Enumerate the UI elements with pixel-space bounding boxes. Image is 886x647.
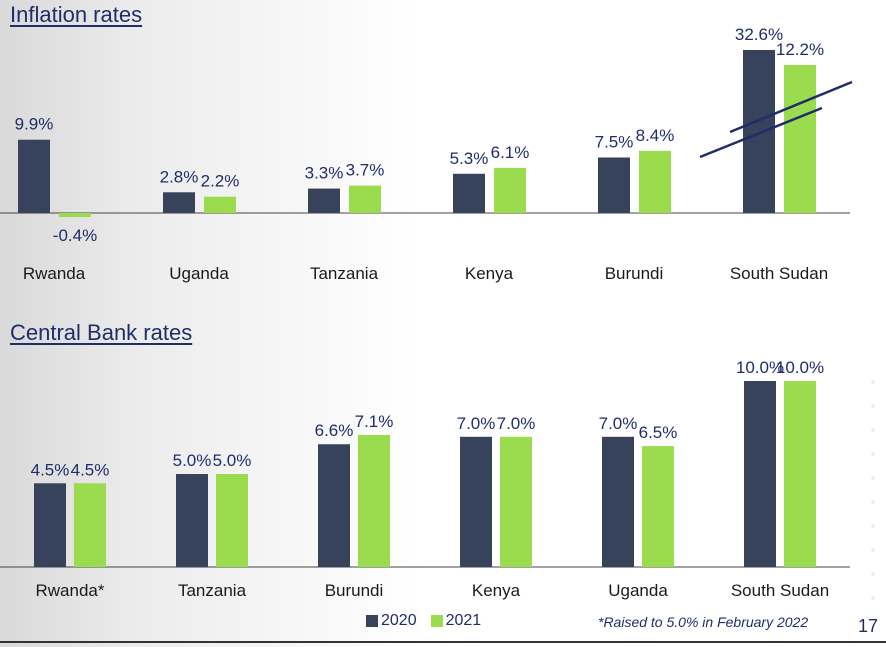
inflation-value-south-sudan-2021: 12.2% bbox=[776, 40, 824, 59]
inflation-value-kenya-2020: 5.3% bbox=[450, 149, 489, 168]
central-bank-category-burundi: Burundi bbox=[325, 581, 384, 600]
inflation-value-burundi-2020: 7.5% bbox=[595, 133, 634, 152]
axis-break-line-upper bbox=[729, 80, 853, 134]
legend-swatch-2020 bbox=[366, 615, 378, 627]
inflation-category-tanzania: Tanzania bbox=[310, 264, 379, 283]
inflation-category-uganda: Uganda bbox=[169, 264, 229, 283]
central-bank-value-south-sudan-2020: 10.0% bbox=[736, 358, 784, 377]
legend-item-2020: 2020 bbox=[366, 612, 417, 630]
inflation-value-tanzania-2021: 3.7% bbox=[346, 161, 385, 180]
central-bank-value-uganda-2020: 7.0% bbox=[599, 414, 638, 433]
inflation-bar-rwanda-2020 bbox=[18, 139, 50, 213]
footnote: *Raised to 5.0% in February 2022 bbox=[598, 614, 809, 630]
central-bank-bar-uganda-2021 bbox=[642, 446, 674, 567]
inflation-bar-kenya-2020 bbox=[453, 173, 485, 213]
central-bank-bar-south-sudan-2021 bbox=[784, 381, 816, 567]
central-bank-value-kenya-2021: 7.0% bbox=[497, 414, 536, 433]
inflation-bar-tanzania-2021 bbox=[349, 185, 381, 213]
legend-item-2021: 2021 bbox=[430, 612, 482, 630]
central-bank-bar-kenya-2020 bbox=[460, 436, 492, 567]
inflation-value-tanzania-2020: 3.3% bbox=[305, 164, 344, 183]
central-bank-chart-title: Central Bank rates bbox=[10, 320, 193, 345]
central-bank-category-south-sudan: South Sudan bbox=[731, 581, 829, 600]
inflation-chart: 9.9% -0.4% Rwanda 2.8% 2.2% Uganda 3.3% 3.7% Tan… bbox=[0, 25, 853, 283]
inflation-value-uganda-2020: 2.8% bbox=[160, 167, 199, 186]
inflation-category-burundi: Burundi bbox=[605, 264, 664, 283]
inflation-category-rwanda: Rwanda bbox=[23, 264, 86, 283]
central-bank-value-tanzania-2021: 5.0% bbox=[213, 451, 252, 470]
inflation-value-burundi-2021: 8.4% bbox=[636, 126, 675, 145]
central-bank-bar-burundi-2020 bbox=[318, 444, 350, 567]
inflation-category-south-sudan: South Sudan bbox=[730, 264, 828, 283]
inflation-value-rwanda-2021: -0.4% bbox=[53, 226, 97, 245]
inflation-value-rwanda-2020: 9.9% bbox=[15, 115, 54, 134]
legend-label-2021: 2021 bbox=[445, 612, 482, 629]
central-bank-value-kenya-2020: 7.0% bbox=[457, 414, 496, 433]
central-bank-bar-tanzania-2021 bbox=[216, 474, 248, 567]
central-bank-bar-kenya-2021 bbox=[500, 436, 532, 567]
central-bank-value-uganda-2021: 6.5% bbox=[639, 423, 678, 442]
decorative-dots bbox=[870, 370, 876, 610]
inflation-bar-uganda-2021 bbox=[204, 196, 236, 213]
inflation-bar-rwanda-2021 bbox=[59, 213, 91, 217]
central-bank-value-south-sudan-2021: 10.0% bbox=[776, 358, 824, 377]
central-bank-bar-rwanda-2021 bbox=[74, 483, 106, 567]
central-bank-chart: 4.5% 4.5% Rwanda* 5.0% 5.0% Tanzania 6.6% 7.1% B… bbox=[0, 358, 850, 600]
inflation-bar-uganda-2020 bbox=[163, 192, 195, 213]
inflation-bar-kenya-2021 bbox=[494, 167, 526, 213]
inflation-bar-burundi-2020 bbox=[598, 157, 630, 213]
bottom-divider bbox=[0, 641, 886, 643]
inflation-value-south-sudan-2020: 32.6% bbox=[735, 25, 783, 44]
inflation-category-kenya: Kenya bbox=[465, 264, 514, 283]
central-bank-bar-tanzania-2020 bbox=[176, 474, 208, 567]
central-bank-value-burundi-2020: 6.6% bbox=[315, 421, 354, 440]
central-bank-bar-uganda-2020 bbox=[602, 436, 634, 567]
inflation-chart-title: Inflation rates bbox=[10, 2, 143, 27]
inflation-value-uganda-2021: 2.2% bbox=[201, 172, 240, 191]
inflation-bar-south-sudan-2021 bbox=[784, 65, 816, 213]
inflation-bar-south-sudan-2020 bbox=[743, 50, 775, 213]
central-bank-category-kenya: Kenya bbox=[472, 581, 521, 600]
central-bank-value-rwanda-2021: 4.5% bbox=[71, 460, 110, 479]
central-bank-category-rwanda: Rwanda* bbox=[36, 581, 105, 600]
legend: 2020 2021 bbox=[366, 612, 491, 630]
central-bank-value-tanzania-2020: 5.0% bbox=[173, 451, 212, 470]
legend-label-2020: 2020 bbox=[381, 612, 417, 629]
central-bank-category-tanzania: Tanzania bbox=[178, 581, 247, 600]
central-bank-value-rwanda-2020: 4.5% bbox=[31, 460, 70, 479]
central-bank-value-burundi-2021: 7.1% bbox=[355, 412, 394, 431]
central-bank-bar-rwanda-2020 bbox=[34, 483, 66, 567]
legend-swatch-2021 bbox=[430, 615, 443, 627]
page-number: 17 bbox=[858, 616, 879, 636]
inflation-bar-tanzania-2020 bbox=[308, 188, 340, 213]
central-bank-category-uganda: Uganda bbox=[608, 581, 668, 600]
inflation-value-kenya-2021: 6.1% bbox=[491, 143, 530, 162]
inflation-bar-burundi-2021 bbox=[639, 150, 671, 213]
central-bank-bar-burundi-2021 bbox=[358, 434, 390, 567]
axis-break-line-lower bbox=[699, 106, 823, 159]
central-bank-bar-south-sudan-2020 bbox=[744, 381, 776, 567]
